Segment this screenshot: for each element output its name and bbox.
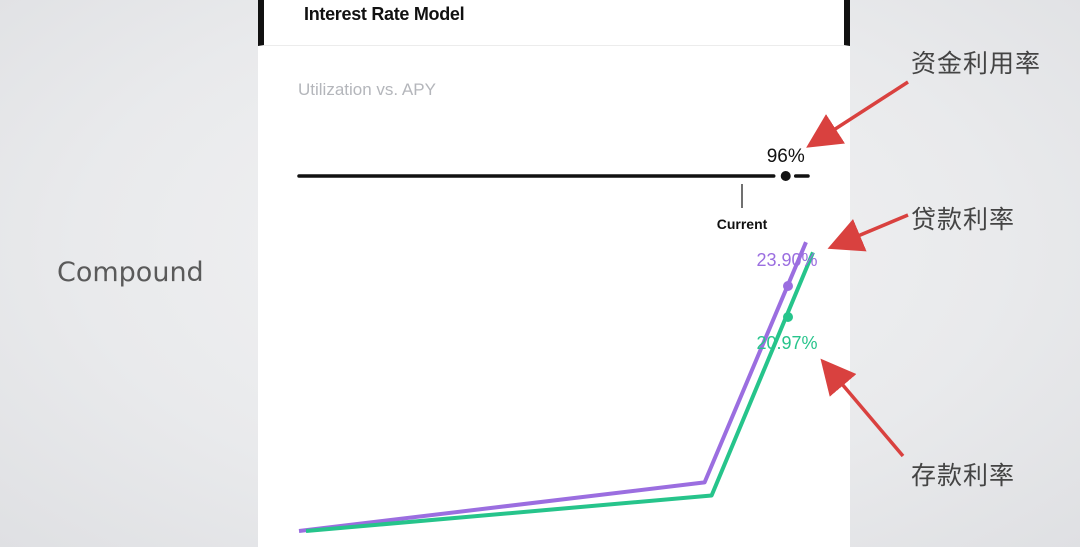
card-title: Interest Rate Model [304,4,465,24]
borrow-rate-line [298,241,808,533]
protocol-label: Compound [57,257,204,288]
supply-rate-annotation: 存款利率 [911,461,1016,490]
utilization-arrow [806,80,909,148]
card-header: Interest Rate Model [258,0,850,46]
borrow-rate-point[interactable] [783,281,793,291]
interest-rate-card: Interest Rate Model Utilization vs. APY [258,0,850,547]
utilization-marker[interactable] [780,171,791,181]
current-label: Current [717,216,768,232]
chart-subtitle: Utilization vs. APY [298,80,436,99]
supply-arrow [820,358,905,458]
supply-rate-label: 20.97% [756,333,817,353]
supply-rate-point[interactable] [783,312,793,322]
supply-rate-line [305,251,815,533]
utilization-annotation: 资金利用率 [911,49,1042,78]
borrow-rate-label: 23.90% [756,250,817,270]
borrow-rate-annotation: 贷款利率 [911,205,1016,234]
borrow-arrow [827,213,909,252]
utilization-value-label: 96% [767,146,805,167]
